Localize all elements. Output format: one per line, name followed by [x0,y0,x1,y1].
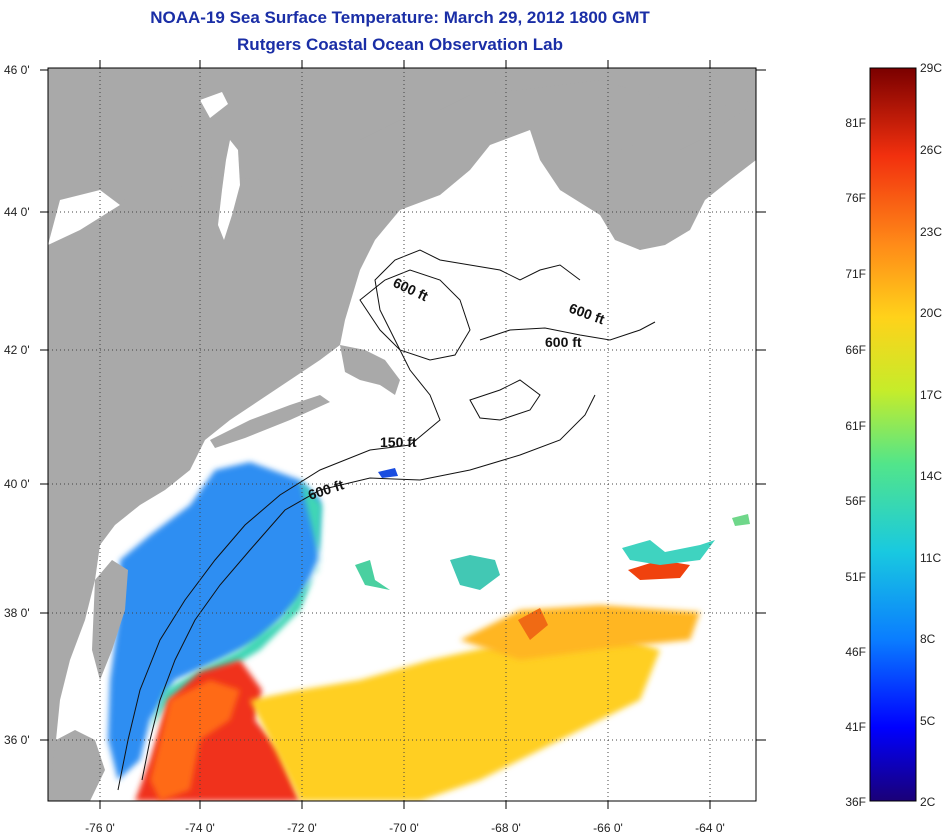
celsius-label: 2C [920,795,936,809]
celsius-label: 8C [920,632,936,646]
celsius-label: 11C [920,551,941,565]
lon-label: -72 0' [287,821,317,835]
land-outer-banks [48,730,105,801]
contour-150ft [117,249,581,791]
fahrenheit-label: 81F [845,116,866,130]
contour-george-bank [469,379,541,421]
celsius-label: 20C [920,306,942,320]
blue-patch-offshore [378,468,398,478]
lake [48,190,120,245]
fahrenheit-label: 61F [845,419,866,433]
fahrenheit-label: 56F [845,494,866,508]
fahrenheit-label: 51F [845,570,866,584]
lon-label: -74 0' [185,821,215,835]
lon-label: -66 0' [593,821,623,835]
contour-label: 150 ft [380,434,417,450]
warm-patch-east [628,560,690,580]
celsius-label: 14C [920,469,942,483]
lake [200,92,228,118]
land-long-island [210,395,330,448]
lat-label: 40 0' [4,477,30,491]
map-border [47,67,757,802]
lat-label: 38 0' [4,606,30,620]
fahrenheit-label: 41F [845,720,866,734]
warm-slope-water [250,630,660,801]
lat-label: 36 0' [4,733,30,747]
land-cape-cod [340,345,400,395]
lat-label: 42 0' [4,343,30,357]
celsius-label: 26C [920,143,942,157]
contour-600ft-gulf-of-maine [479,321,656,341]
lat-label: 44 0' [4,205,30,219]
contour-600ft-basin [359,269,471,361]
fahrenheit-label: 36F [845,795,866,809]
axis-ticks [40,60,766,809]
fahrenheit-label: 71F [845,267,866,281]
cyan-patch-mid [450,555,500,590]
cyan-patch-west [355,560,390,590]
celsius-label: 23C [920,225,942,239]
colorbar-labels: 29C 26C 23C 20C 17C 14C 11C 8C 5C 2C 81F… [845,61,942,809]
warm-filament [150,680,240,801]
land-delmarva [92,560,128,680]
warm-eddy-patch [460,605,700,660]
small-patch-far-east [732,514,750,526]
lon-label: -76 0' [85,821,115,835]
celsius-label: 5C [920,714,936,728]
fahrenheit-label: 46F [845,645,866,659]
cold-shelf-water [108,462,320,780]
map-title: NOAA-19 Sea Surface Temperature: March 2… [150,8,650,27]
lake [218,140,240,240]
lon-label: -64 0' [695,821,725,835]
fahrenheit-label: 76F [845,191,866,205]
celsius-label: 17C [920,388,942,402]
lake [282,450,292,466]
colorbar [869,67,917,802]
lat-label: 46 0' [4,63,30,77]
celsius-label: 29C [920,61,942,75]
cyan-patch-east [622,540,715,565]
fahrenheit-label: 66F [845,343,866,357]
map-subtitle: Rutgers Coastal Ocean Observation Lab [237,35,563,54]
orange-patch-south [518,608,548,640]
lon-label: -70 0' [389,821,419,835]
land-mainland [48,68,756,801]
lon-label: -68 0' [491,821,521,835]
contour-label: 600 ft [545,334,582,350]
